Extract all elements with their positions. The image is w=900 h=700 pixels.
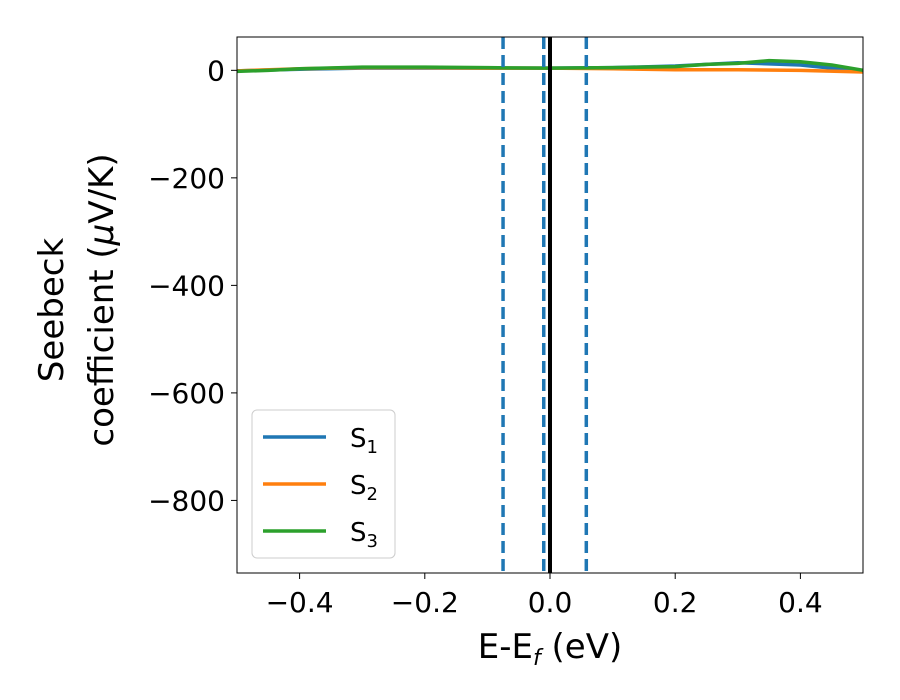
x-tick-label: −0.2: [391, 586, 459, 619]
x-tick-label: 0.4: [778, 586, 823, 619]
x-axis-ticks: −0.4 −0.2 0.0 0.2 0.4: [266, 573, 823, 619]
y-tick-label: −800: [148, 484, 225, 517]
x-tick-label: −0.4: [266, 586, 334, 619]
legend-label-s2: S2: [350, 471, 378, 505]
x-tick-label: 0.2: [653, 586, 698, 619]
series-line-s3: [237, 58, 863, 74]
legend: S1 S2 S3: [251, 409, 396, 559]
y-tick-label: −400: [148, 269, 225, 302]
y-axis-ticks: 0 −200 −400 −600 −800: [148, 54, 237, 517]
legend-label-s1: S1: [350, 424, 378, 458]
x-axis-label-tail: (eV): [541, 627, 623, 667]
x-axis-label-main: E-E: [478, 627, 533, 667]
plot-area: [237, 37, 863, 573]
y-axis-label-line1: Seebeck: [32, 238, 72, 383]
x-axis-label-sub: f: [533, 646, 544, 671]
y-tick-label: −600: [148, 377, 225, 410]
y-tick-label: 0: [207, 54, 225, 87]
legend-label-s3: S3: [350, 518, 378, 552]
y-axis-label: Seebeck coefficient (μV/K): [32, 153, 122, 446]
x-tick-label: 0.0: [528, 586, 573, 619]
x-axis-label: E-Ef (eV): [478, 627, 623, 671]
y-axis-label-line2: coefficient (μV/K): [82, 153, 122, 446]
y-tick-label: −200: [148, 162, 225, 195]
